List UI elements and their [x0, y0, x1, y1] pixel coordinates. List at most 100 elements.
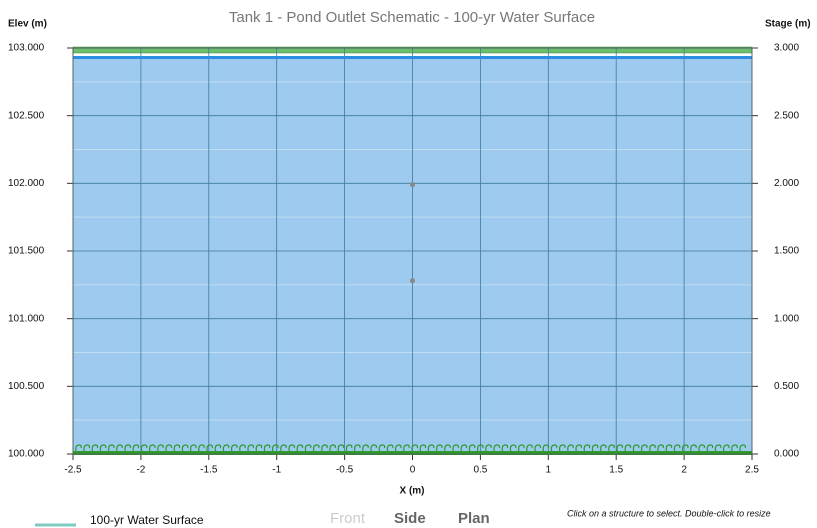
grass [173, 444, 181, 452]
grass [83, 444, 91, 452]
grass [288, 444, 296, 452]
grass [214, 444, 222, 452]
hint: Click on a structure to select. Double-c… [567, 508, 771, 518]
grass [534, 444, 542, 452]
y2-tick-label: 1.500 [774, 246, 799, 257]
grass [608, 444, 615, 452]
x-tick-label: -0.5 [336, 465, 354, 476]
grass [222, 444, 230, 452]
grass [657, 444, 665, 452]
grass [739, 444, 747, 452]
grass [616, 444, 624, 452]
x-tick-label: 2 [681, 465, 687, 476]
grass [436, 444, 443, 452]
grass [263, 444, 271, 452]
grass [313, 444, 320, 452]
grass [526, 444, 533, 452]
grass [231, 444, 238, 452]
grass [140, 444, 148, 452]
grass [559, 444, 566, 452]
y-tick-label: 100.000 [8, 449, 45, 460]
plot-frame [72, 47, 753, 455]
view-button[interactable]: Side [394, 510, 426, 527]
grass [206, 444, 214, 452]
grass [706, 444, 714, 452]
point [410, 182, 415, 188]
grass [272, 444, 279, 452]
grass [632, 444, 640, 452]
grass [673, 444, 681, 452]
grass [501, 444, 509, 452]
grass [731, 444, 738, 452]
grass [108, 444, 115, 452]
chart-title: Tank 1 - Pond Outlet Schematic - 100-yr … [229, 9, 595, 26]
x-tick-label: 1 [546, 465, 552, 476]
grass [518, 444, 525, 452]
grass [362, 444, 369, 452]
y2-axis-title: Stage (m) [765, 19, 811, 30]
legend-label: 100-yr Water Surface [90, 513, 204, 527]
x-tick-label: 1.5 [609, 465, 623, 476]
y2-tick-label: 3.000 [774, 43, 799, 54]
x-axis-title: X (m) [400, 486, 425, 497]
view-button[interactable]: Plan [458, 510, 490, 527]
grass [280, 444, 287, 452]
grass [345, 444, 353, 452]
grass [247, 444, 255, 452]
x-tick-label: 0 [410, 465, 416, 476]
grass [575, 444, 583, 452]
grass [403, 444, 410, 452]
x-tick-label: -2 [136, 465, 145, 476]
grass [190, 444, 197, 452]
grass [460, 444, 468, 452]
point [410, 278, 415, 284]
y-tick-label: 102.500 [8, 110, 45, 121]
grass [75, 444, 82, 452]
y-tick-label: 103.000 [8, 43, 45, 54]
grass [395, 444, 402, 452]
x-tick-label: -2.5 [64, 465, 82, 476]
grass [132, 444, 140, 452]
y-tick-label: 101.500 [8, 246, 45, 257]
grass [665, 444, 673, 452]
x-tick-label: -1 [272, 465, 281, 476]
grass [378, 444, 386, 452]
view-button[interactable]: Front [330, 510, 366, 527]
grass [296, 444, 304, 452]
grass [550, 444, 558, 452]
grass [91, 444, 99, 452]
x-tick-label: 2.5 [745, 465, 759, 476]
grass [649, 444, 656, 452]
y2-tick-label: 2.000 [774, 178, 799, 189]
grass [419, 444, 427, 452]
grass [255, 444, 263, 452]
grass [198, 444, 205, 452]
grass [321, 444, 328, 452]
y2-tick-label: 0.500 [774, 381, 799, 392]
grass [690, 444, 697, 452]
y2-tick-label: 2.500 [774, 110, 799, 121]
grass [239, 444, 246, 452]
grass [452, 444, 460, 452]
grass [411, 444, 419, 452]
grass [477, 444, 484, 452]
grass [509, 444, 517, 452]
grass [698, 444, 706, 452]
bottom-band [73, 451, 752, 455]
y-axis-title: Elev (m) [8, 19, 47, 30]
grass [600, 444, 607, 452]
grass [165, 444, 173, 452]
grass [157, 444, 164, 452]
grass [682, 444, 689, 452]
grass [149, 444, 156, 452]
grass [354, 444, 361, 452]
grass [493, 444, 501, 452]
y2-tick-label: 1.000 [774, 313, 799, 324]
grass [337, 444, 345, 452]
grass [723, 444, 730, 452]
grass [386, 444, 394, 452]
grass [567, 444, 574, 452]
grass [427, 444, 435, 452]
y-tick-label: 100.500 [8, 381, 45, 392]
